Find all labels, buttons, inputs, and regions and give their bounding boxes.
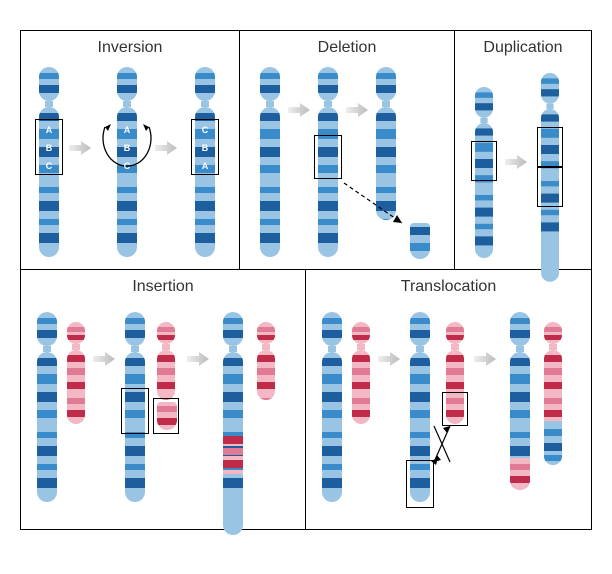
label-b: B bbox=[39, 143, 59, 153]
dup-box-b bbox=[537, 167, 563, 207]
dashed-arrow-icon bbox=[342, 181, 412, 231]
arrow-icon bbox=[346, 103, 368, 117]
arrow-icon bbox=[69, 141, 91, 155]
pink-mid bbox=[157, 322, 175, 400]
panel-title: Deletion bbox=[246, 39, 448, 57]
panel-title: Insertion bbox=[27, 278, 299, 296]
arrow-icon bbox=[505, 155, 527, 169]
deletion-box bbox=[314, 135, 342, 179]
label-b: B bbox=[117, 143, 137, 153]
label-c: C bbox=[117, 161, 137, 171]
label-a: A bbox=[195, 161, 215, 171]
panel-deletion: Deletion bbox=[240, 30, 455, 270]
panel-insertion: Insertion bbox=[20, 270, 306, 530]
chromosome-before bbox=[260, 67, 280, 257]
arrow-icon bbox=[155, 141, 177, 155]
arrow-icon bbox=[187, 352, 209, 366]
label-a: A bbox=[117, 125, 137, 135]
label-a: A bbox=[39, 125, 59, 135]
insert-source-box bbox=[153, 398, 179, 434]
insert-target-box bbox=[121, 388, 149, 434]
arrow-icon bbox=[474, 352, 496, 366]
deletion-stage bbox=[246, 63, 448, 259]
panel-title: Inversion bbox=[27, 39, 233, 57]
pink-before bbox=[67, 322, 85, 424]
blue-after bbox=[510, 312, 530, 490]
pink-after bbox=[544, 322, 562, 465]
blue-after bbox=[223, 312, 243, 535]
blue-before bbox=[322, 312, 342, 502]
translocation-stage bbox=[312, 302, 585, 519]
panel-duplication: Duplication bbox=[455, 30, 592, 270]
swap-arrow-icon bbox=[430, 420, 454, 468]
panel-inversion: Inversion A B C A B C bbox=[20, 30, 240, 270]
insertion-stage bbox=[27, 302, 299, 519]
duplication-stage bbox=[461, 63, 585, 259]
deleted-fragment bbox=[410, 223, 430, 259]
label-c: C bbox=[39, 161, 59, 171]
blue-before bbox=[37, 312, 57, 502]
arrow-icon bbox=[288, 103, 310, 117]
panel-translocation: Translocation bbox=[306, 270, 592, 530]
dup-box bbox=[471, 141, 497, 181]
label-b: B bbox=[195, 143, 215, 153]
panel-title: Duplication bbox=[461, 39, 585, 57]
inversion-stage: A B C A B C bbox=[27, 63, 233, 259]
panel-title: Translocation bbox=[312, 278, 585, 296]
arrow-icon bbox=[378, 352, 400, 366]
diagram-grid: Inversion A B C A B C bbox=[20, 30, 592, 544]
arrow-icon bbox=[93, 352, 115, 366]
pink-before bbox=[352, 322, 370, 424]
pink-after bbox=[257, 322, 275, 400]
label-c: C bbox=[195, 125, 215, 135]
dup-box-a bbox=[537, 127, 563, 167]
